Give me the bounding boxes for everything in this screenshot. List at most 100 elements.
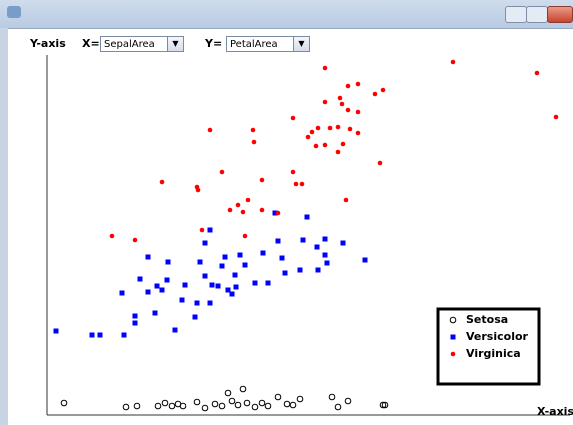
close-button[interactable] [547, 6, 573, 23]
point [260, 250, 266, 256]
point [207, 227, 213, 233]
point [250, 127, 256, 133]
point [145, 289, 151, 295]
point [299, 181, 305, 187]
x-selector-label: X= [82, 37, 100, 50]
x-axis-title: X-axis [537, 405, 573, 418]
dropdown-arrow[interactable]: ▼ [167, 37, 183, 51]
point [315, 125, 321, 131]
point [182, 282, 188, 288]
point [201, 404, 209, 412]
point [192, 314, 198, 320]
point [235, 202, 241, 208]
y-axis-label: Y-axis [30, 37, 66, 50]
point [202, 240, 208, 246]
point [290, 115, 296, 121]
point [293, 181, 299, 187]
point [152, 310, 158, 316]
point [109, 233, 115, 239]
point [251, 139, 257, 145]
point [218, 402, 226, 410]
point [154, 283, 160, 289]
point [274, 393, 282, 401]
x-selection: SepalArea [104, 39, 155, 50]
point [450, 59, 456, 65]
point [372, 91, 378, 97]
point [225, 287, 231, 293]
point [380, 87, 386, 93]
point [290, 169, 296, 175]
point [534, 70, 540, 76]
point [322, 99, 328, 105]
point [322, 65, 328, 71]
point [355, 109, 361, 115]
point [195, 187, 201, 193]
point [119, 290, 125, 296]
point [305, 134, 311, 140]
point [264, 402, 272, 410]
point [275, 210, 281, 216]
point [297, 267, 303, 273]
point [202, 273, 208, 279]
legend-label: Setosa [466, 313, 508, 326]
point [89, 332, 95, 338]
point [243, 399, 251, 407]
point [379, 401, 387, 409]
point [122, 403, 130, 411]
point [60, 399, 68, 407]
point [282, 270, 288, 276]
point [215, 283, 221, 289]
point [207, 300, 213, 306]
point [237, 252, 243, 258]
point [347, 126, 353, 132]
point [145, 254, 151, 260]
minimize-button[interactable] [505, 6, 527, 23]
point [283, 400, 291, 408]
point [304, 214, 310, 220]
point [343, 197, 349, 203]
point [234, 401, 242, 409]
point [259, 177, 265, 183]
point [252, 280, 258, 286]
point [272, 210, 278, 216]
point [355, 81, 361, 87]
point [324, 260, 330, 266]
point [279, 255, 285, 261]
point [345, 83, 351, 89]
y-combo[interactable]: PetalArea ▼ [226, 36, 310, 52]
dropdown-arrow[interactable]: ▼ [293, 37, 309, 51]
point [345, 107, 351, 113]
y-selector-label: Y= [205, 37, 223, 50]
point [296, 395, 304, 403]
point [340, 240, 346, 246]
point [211, 400, 219, 408]
point [227, 207, 233, 213]
point [335, 124, 341, 130]
legend-marker [450, 351, 456, 357]
app-icon [7, 6, 21, 18]
point [222, 254, 228, 260]
y-selection: PetalArea [230, 39, 278, 50]
point [159, 287, 165, 293]
maximize-button[interactable] [526, 6, 548, 23]
point [164, 277, 170, 283]
point [154, 402, 162, 410]
point [245, 197, 251, 203]
point [132, 320, 138, 326]
point [161, 399, 169, 407]
x-combo[interactable]: SepalArea ▼ [100, 36, 184, 52]
point [194, 184, 200, 190]
point [309, 129, 315, 135]
point [132, 313, 138, 319]
point [209, 282, 215, 288]
point [314, 244, 320, 250]
point [315, 267, 321, 273]
point [340, 141, 346, 147]
point [232, 272, 238, 278]
legend-marker [450, 334, 456, 340]
point [289, 401, 297, 409]
point [322, 236, 328, 242]
point [207, 127, 213, 133]
